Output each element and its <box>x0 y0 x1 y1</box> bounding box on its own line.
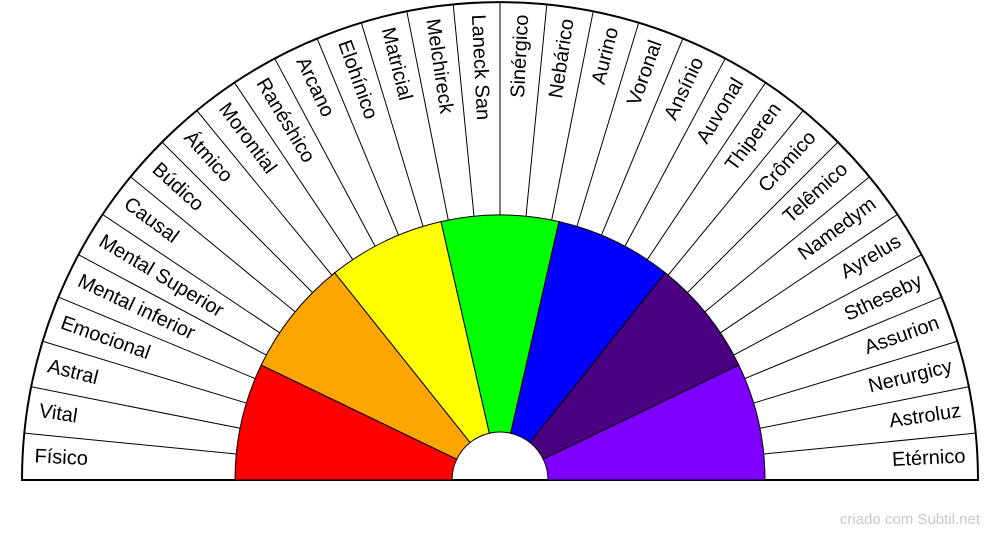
spoke <box>452 4 475 217</box>
spoke <box>31 386 241 429</box>
spoke <box>196 110 333 276</box>
spoke <box>360 22 424 227</box>
color-wedge <box>234 364 458 481</box>
spoke <box>24 432 237 455</box>
spoke <box>667 110 804 276</box>
spoke <box>576 22 640 227</box>
dial-label: Sinérgico <box>507 14 533 98</box>
spoke <box>733 254 922 356</box>
spoke <box>624 58 726 247</box>
color-wedge <box>334 221 490 444</box>
spoke <box>551 11 594 221</box>
spoke <box>763 432 976 455</box>
color-wedge <box>542 364 766 481</box>
spoke <box>316 38 400 236</box>
footer: criado com Subtil.net <box>840 511 981 528</box>
color-wedge <box>529 272 740 460</box>
spoke <box>78 254 267 356</box>
spoke <box>525 4 548 217</box>
spoke <box>744 296 942 380</box>
spoke <box>600 38 684 236</box>
spoke <box>234 82 354 260</box>
color-wedge <box>440 214 560 434</box>
spoke <box>161 141 313 293</box>
spoke <box>58 296 256 380</box>
spoke <box>759 386 969 429</box>
dial-label: Laneck San <box>467 14 494 121</box>
dial-label: Físico <box>34 445 88 470</box>
spoke <box>42 340 247 404</box>
spoke <box>753 340 958 404</box>
color-wedge <box>510 221 666 444</box>
spoke <box>720 214 898 334</box>
spoke <box>406 11 449 221</box>
spoke <box>274 58 376 247</box>
spoke <box>687 141 839 293</box>
spoke <box>646 82 766 260</box>
spoke <box>130 176 296 313</box>
spoke <box>704 176 870 313</box>
color-wedge <box>260 272 471 460</box>
dial-label: Etérnico <box>892 445 966 471</box>
spoke <box>102 214 280 334</box>
